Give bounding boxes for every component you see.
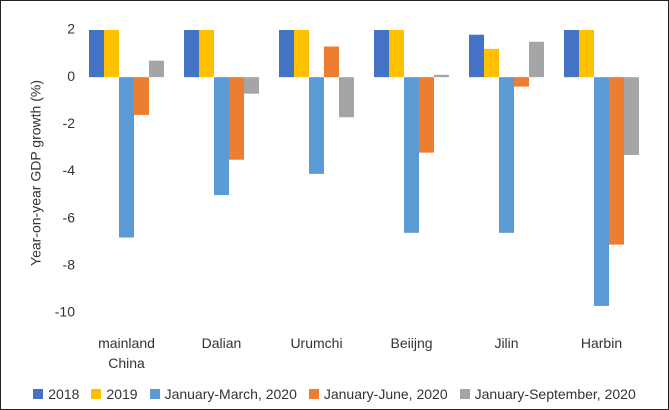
bar — [404, 77, 419, 233]
y-tick-label: 2 — [67, 21, 75, 37]
bar — [339, 77, 354, 118]
bar — [214, 77, 229, 196]
legend-item: 2019 — [91, 386, 138, 402]
bar — [244, 77, 259, 94]
legend-swatch — [308, 389, 319, 399]
y-tick-label: -8 — [63, 257, 76, 273]
bar — [499, 77, 514, 233]
y-tick-label: -10 — [55, 304, 75, 320]
bar — [229, 77, 244, 160]
bar — [434, 74, 449, 78]
legend-label: January-June, 2020 — [323, 386, 448, 402]
bar — [374, 30, 389, 78]
bar — [469, 34, 484, 78]
legend-label: January-March, 2020 — [164, 386, 297, 402]
x-tick-label: Jilin — [494, 335, 519, 351]
x-tick-label: Harbin — [580, 335, 623, 351]
legend-label: 2018 — [48, 386, 80, 402]
bar — [279, 30, 294, 78]
legend-item: January-June, 2020 — [308, 386, 448, 402]
bar — [149, 60, 164, 78]
plot: Year-on-year GDP growth (%) -10 -8 -6 -4 -2 0… — [28, 21, 639, 320]
bar — [609, 77, 624, 245]
y-tick-label: -2 — [63, 115, 76, 131]
bar — [594, 77, 609, 306]
bar — [484, 48, 499, 78]
legend: 2018 2019 January-March, 2020 January-June,… — [1, 386, 668, 402]
bars — [89, 30, 639, 306]
y-axis-label: Year-on-year GDP growth (%) — [28, 80, 44, 266]
bar — [624, 77, 639, 155]
bar — [199, 30, 214, 78]
bar — [564, 30, 579, 78]
bar — [579, 30, 594, 78]
bar — [419, 77, 434, 153]
y-tick-label: -4 — [63, 162, 76, 178]
x-tick-label: mainland China — [98, 335, 155, 371]
legend-item: January-September, 2020 — [459, 386, 636, 402]
y-tick-label: -6 — [63, 209, 76, 225]
legend-swatch — [459, 389, 470, 399]
bar — [89, 30, 104, 78]
legend-item: January-March, 2020 — [149, 386, 297, 402]
x-tick-label: Urumchi — [290, 335, 343, 351]
legend-swatch — [33, 389, 44, 399]
legend-label: January-September, 2020 — [474, 386, 636, 402]
legend-label: 2019 — [106, 386, 138, 402]
legend-item: 2018 — [33, 386, 79, 402]
y-tick-label: 0 — [67, 68, 75, 84]
bar — [389, 30, 404, 78]
bar — [119, 77, 134, 238]
bar — [294, 30, 309, 78]
bar — [104, 30, 119, 78]
bar — [184, 30, 199, 78]
bar — [529, 41, 544, 78]
x-tick-label: Beiijng — [390, 335, 433, 351]
bar — [514, 77, 529, 87]
legend-swatch — [91, 389, 102, 399]
bar — [309, 77, 324, 174]
x-tick-label: Dalian — [201, 335, 242, 351]
bar — [134, 77, 149, 115]
bar — [324, 46, 339, 78]
legend-swatch — [149, 389, 160, 399]
